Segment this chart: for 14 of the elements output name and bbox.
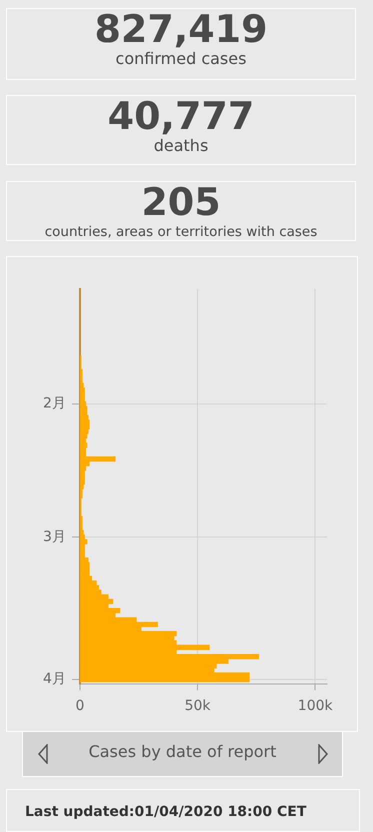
x-tick-label: 0 (75, 698, 84, 714)
text: 205 (140, 180, 222, 224)
x-tick-label: 100k (298, 698, 334, 714)
text: 40,777 (106, 94, 256, 138)
text: Cases by date of report (88, 742, 276, 761)
text: 827,419 (93, 7, 269, 51)
y-tick-label: 3月 (42, 528, 66, 545)
y-tick-label: 2月 (42, 396, 66, 412)
text: countries, areas or territories with cases (44, 223, 318, 242)
y-tick-label: 4月 (42, 671, 66, 688)
x-tick-label: 50k (184, 698, 212, 714)
text: confirmed cases (114, 49, 248, 69)
text: Last updated:01/04/2020 18:00 CET (6, 789, 360, 832)
text: deaths (152, 136, 210, 156)
